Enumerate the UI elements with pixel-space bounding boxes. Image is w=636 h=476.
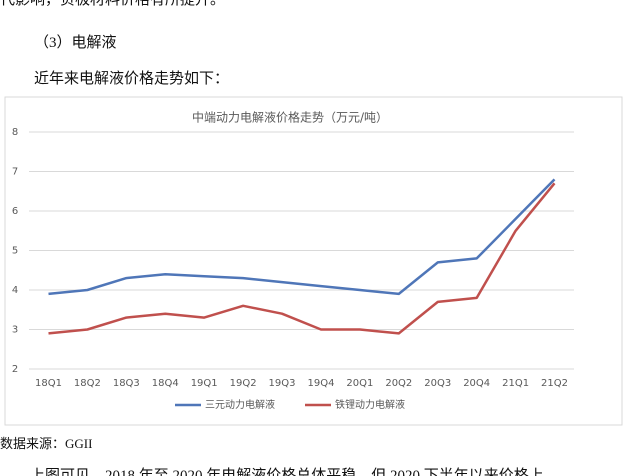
x-tick-label: 21Q2 [541, 378, 568, 389]
paragraph: 代影响，负极材料价格有所提升。 [0, 0, 226, 8]
legend-label: 三元动力电解液 [205, 398, 275, 411]
y-tick-label: 7 [12, 167, 18, 178]
chart-frame [4, 96, 623, 426]
chart-title: 中端动力电解液价格走势（万元/吨） [192, 110, 388, 125]
line-series [48, 182, 556, 335]
x-tick-label: 18Q4 [152, 378, 179, 389]
source-note: 数据来源：GGII [0, 436, 93, 451]
paragraph: 上图可见，2018 年至 2020 年电解液价格总体平稳，但 2020 下半年以… [30, 468, 544, 476]
y-tick-label: 4 [12, 285, 18, 296]
x-tick-label: 21Q1 [502, 378, 529, 389]
legend-label: 铁锂动力电解液 [335, 398, 405, 411]
y-tick-label: 6 [12, 206, 18, 217]
y-tick-label: 3 [12, 325, 18, 336]
x-tick-label: 19Q2 [230, 378, 257, 389]
x-tick-label: 19Q4 [307, 378, 334, 389]
x-tick-label: 18Q3 [113, 378, 140, 389]
x-tick-label: 19Q1 [191, 378, 218, 389]
y-tick-label: 2 [12, 364, 18, 375]
x-tick-label: 20Q4 [463, 378, 490, 389]
x-tick-label: 20Q3 [424, 378, 451, 389]
x-tick-label: 18Q2 [74, 378, 101, 389]
x-tick-label: 19Q3 [269, 378, 296, 389]
x-tick-label: 20Q2 [385, 378, 412, 389]
y-tick-label: 8 [12, 127, 18, 138]
line-series [48, 178, 556, 296]
x-tick-label: 18Q1 [35, 378, 62, 389]
paragraph: 近年来电解液价格走势如下： [34, 71, 230, 87]
heading: （3）电解液 [34, 35, 117, 51]
y-tick-label: 5 [12, 246, 18, 257]
x-tick-label: 20Q1 [346, 378, 373, 389]
